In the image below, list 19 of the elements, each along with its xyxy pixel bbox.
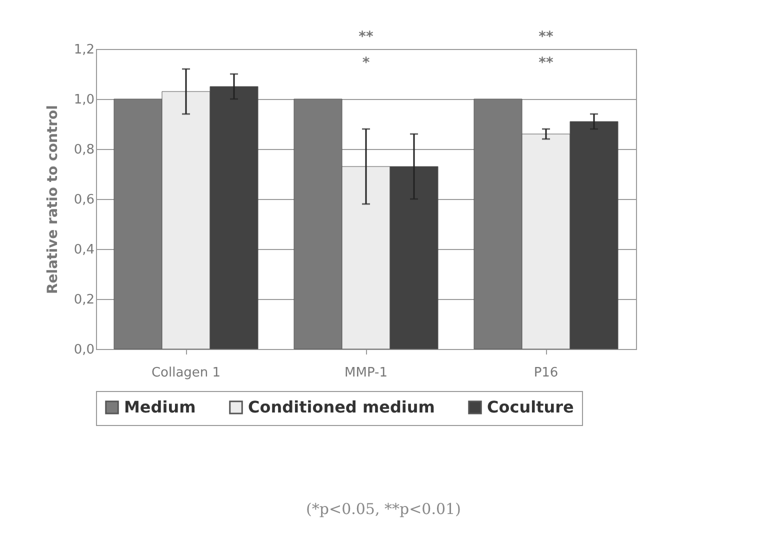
legend-label: Conditioned medium [248, 397, 435, 416]
text: ** [358, 29, 374, 45]
text: (*p<0.05, **p<0.01) [305, 500, 462, 518]
x-tick-label: P16 [534, 366, 558, 380]
annotation: * [362, 55, 370, 71]
x-tick-label: MMP-1 [344, 366, 388, 380]
text: ** [538, 29, 554, 45]
y-tick-label: 1,0 [74, 92, 94, 108]
y-tick-label: 0,4 [74, 242, 94, 258]
annotation: ** [538, 55, 554, 71]
y-tick-label: 0,6 [74, 192, 94, 208]
y-tick-label: 0,0 [74, 342, 94, 358]
y-tick-label: 0,2 [74, 292, 94, 308]
legend-label: Coculture [487, 397, 574, 416]
legend-label: Medium [124, 397, 196, 416]
y-axis-title: Relative ratio to control [44, 105, 61, 294]
x-tick-label: Collagen 1 [151, 366, 221, 380]
y-tick-label: 0,8 [74, 142, 94, 158]
y-tick-label: 1,2 [74, 42, 94, 58]
